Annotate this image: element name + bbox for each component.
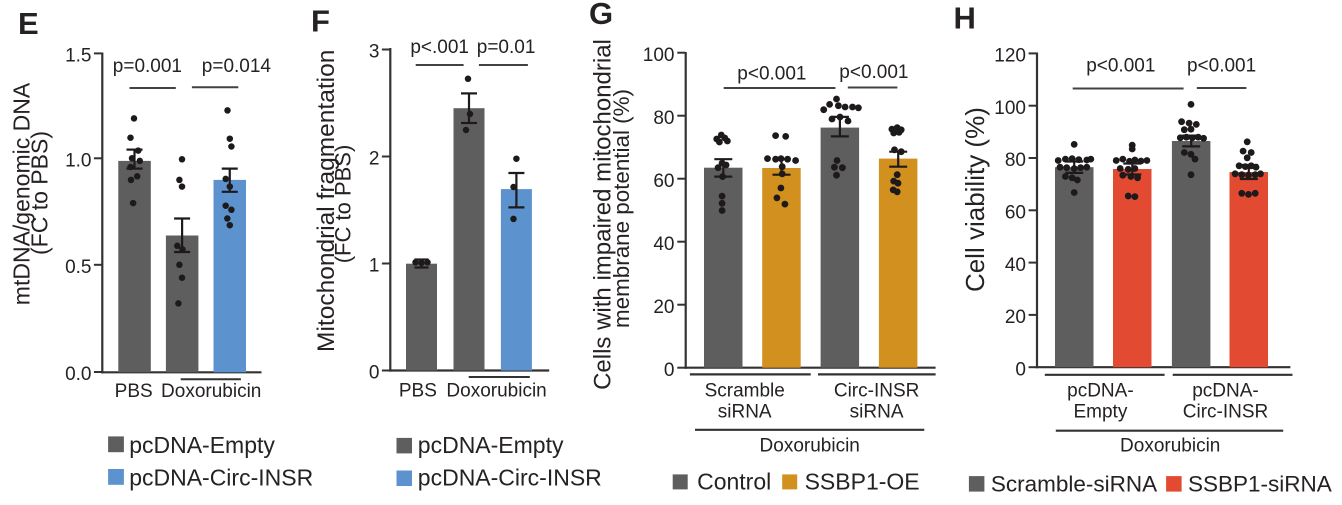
svg-text:H: H (954, 1, 976, 36)
svg-text:40: 40 (653, 234, 674, 255)
svg-text:p<0.001: p<0.001 (1086, 56, 1155, 77)
svg-text:Scramble: Scramble (705, 381, 785, 402)
svg-text:2: 2 (369, 149, 380, 170)
svg-text:60: 60 (653, 171, 674, 192)
svg-text:SSBP1-OE: SSBP1-OE (805, 468, 920, 494)
svg-text:0.5: 0.5 (65, 257, 91, 278)
svg-text:p=0.001: p=0.001 (113, 56, 182, 77)
svg-text:E: E (18, 6, 39, 41)
svg-text:Empty: Empty (1073, 402, 1127, 423)
svg-text:F: F (311, 4, 330, 39)
svg-text:Circ-INSR: Circ-INSR (834, 381, 920, 402)
svg-text:Cell viability (%): Cell viability (%) (960, 107, 990, 292)
svg-text:G: G (589, 0, 613, 31)
svg-text:0: 0 (1015, 359, 1026, 380)
svg-text:PBS: PBS (399, 381, 437, 402)
svg-text:Circ-INSR: Circ-INSR (1183, 402, 1269, 423)
svg-text:membrane potential (%): membrane potential (%) (609, 89, 634, 328)
svg-text:80: 80 (653, 108, 674, 129)
svg-text:pcDNA-Circ-INSR: pcDNA-Circ-INSR (129, 464, 313, 490)
svg-text:1.0: 1.0 (65, 151, 91, 172)
svg-text:pcDNA-Circ-INSR: pcDNA-Circ-INSR (418, 464, 602, 490)
svg-text:20: 20 (653, 297, 674, 318)
svg-text:(FC to PBS): (FC to PBS) (331, 145, 356, 264)
svg-text:Doxorubicin: Doxorubicin (161, 381, 261, 402)
svg-text:p<0.001: p<0.001 (1187, 56, 1256, 77)
svg-text:p=0.01: p=0.01 (477, 37, 536, 58)
svg-text:0.0: 0.0 (65, 364, 91, 385)
svg-text:1.5: 1.5 (65, 46, 91, 67)
svg-text:Cells with impaired mitochondr: Cells with impaired mitochondrial (590, 39, 617, 390)
svg-text:100: 100 (643, 45, 675, 66)
svg-text:p<.001: p<.001 (410, 37, 469, 58)
svg-text:20: 20 (1005, 307, 1026, 328)
svg-text:Scramble-siRNA: Scramble-siRNA (991, 472, 1157, 497)
svg-text:Doxorubicin: Doxorubicin (760, 435, 860, 456)
svg-text:PBS: PBS (115, 381, 153, 402)
svg-text:3: 3 (369, 42, 380, 63)
svg-text:0: 0 (664, 360, 675, 381)
svg-text:0: 0 (369, 363, 380, 384)
svg-text:p=0.014: p=0.014 (202, 56, 272, 77)
svg-text:100: 100 (994, 98, 1026, 119)
svg-text:p<0.001: p<0.001 (839, 62, 908, 83)
svg-text:pcDNA-: pcDNA- (1067, 381, 1134, 402)
svg-text:Control: Control (697, 468, 771, 494)
svg-text:siRNA: siRNA (850, 402, 904, 423)
svg-text:p<0.001: p<0.001 (737, 64, 806, 85)
svg-text:Mitochondrial fragmentation: Mitochondrial fragmentation (313, 50, 340, 352)
svg-text:Doxorubicin: Doxorubicin (446, 381, 546, 402)
svg-text:pcDNA-: pcDNA- (1192, 381, 1259, 402)
svg-text:pcDNA-Empty: pcDNA-Empty (418, 432, 564, 458)
svg-text:120: 120 (994, 46, 1026, 67)
svg-text:60: 60 (1005, 203, 1026, 224)
svg-text:Doxorubicin: Doxorubicin (1120, 436, 1220, 457)
svg-text:SSBP1-siRNA: SSBP1-siRNA (1188, 472, 1332, 497)
svg-text:siRNA: siRNA (718, 402, 772, 423)
svg-text:40: 40 (1005, 255, 1026, 276)
svg-text:mtDNA/genomic DNA: mtDNA/genomic DNA (9, 82, 35, 305)
svg-text:(FC to PBS): (FC to PBS) (27, 131, 53, 255)
svg-text:80: 80 (1005, 150, 1026, 171)
svg-text:1: 1 (369, 256, 380, 277)
svg-text:pcDNA-Empty: pcDNA-Empty (129, 432, 275, 458)
